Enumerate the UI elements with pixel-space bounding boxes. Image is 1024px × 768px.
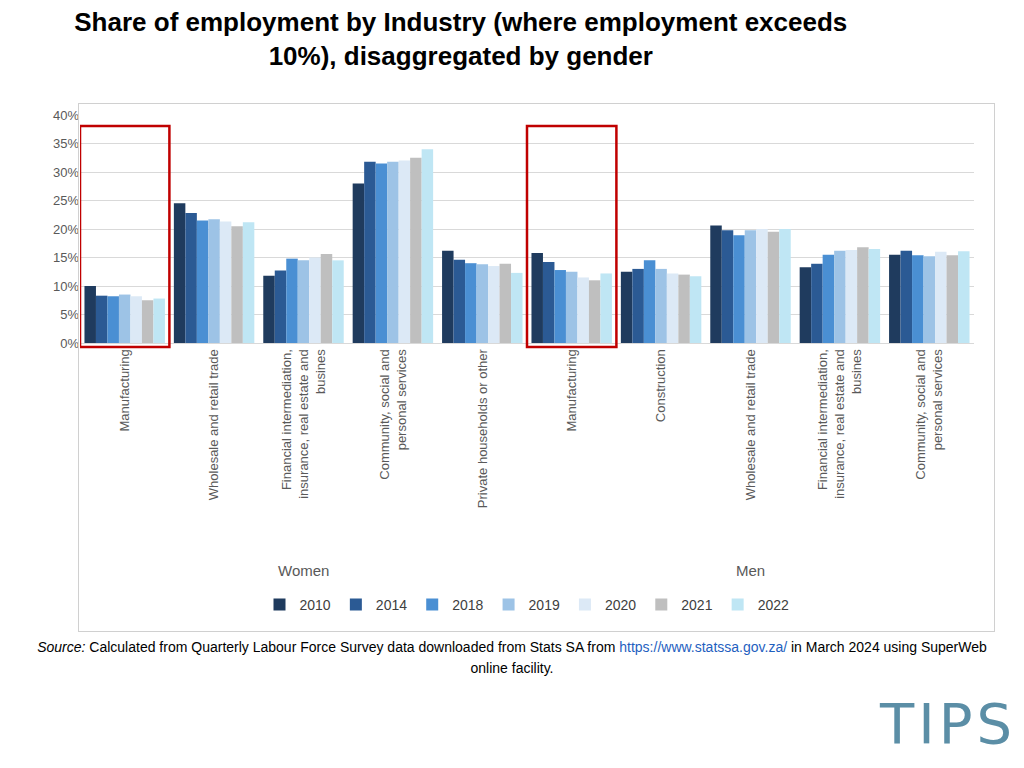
svg-text:2014: 2014 bbox=[376, 597, 407, 613]
svg-text:15%: 15% bbox=[53, 250, 79, 265]
svg-text:Men: Men bbox=[736, 562, 765, 579]
svg-text:Manufacturing: Manufacturing bbox=[117, 349, 132, 431]
svg-text:Financial intermediation,insur: Financial intermediation,insurance, real… bbox=[815, 349, 864, 499]
svg-text:2022: 2022 bbox=[758, 597, 789, 613]
svg-text:35%: 35% bbox=[53, 136, 79, 151]
svg-text:Wholesale and retail trade: Wholesale and retail trade bbox=[206, 349, 221, 500]
svg-text:30%: 30% bbox=[53, 165, 79, 180]
svg-text:Private households or other: Private households or other bbox=[475, 349, 490, 509]
svg-text:Community, social andpersonal: Community, social andpersonal services bbox=[377, 349, 409, 480]
svg-text:2020: 2020 bbox=[605, 597, 636, 613]
svg-text:Manufacturing: Manufacturing bbox=[564, 349, 579, 431]
html-text:Source: Calculated from Quarte: Source: Calculated from Quarterly Labour… bbox=[37, 639, 987, 676]
svg-text:Financial intermediation,insur: Financial intermediation,insurance, real… bbox=[279, 349, 328, 499]
svg-text:25%: 25% bbox=[53, 193, 79, 208]
svg-text:Construction: Construction bbox=[653, 349, 668, 422]
svg-text:5%: 5% bbox=[60, 307, 79, 322]
svg-text:Women: Women bbox=[278, 562, 329, 579]
svg-text:20%: 20% bbox=[53, 222, 79, 237]
svg-text:Wholesale and retail trade: Wholesale and retail trade bbox=[743, 349, 758, 500]
svg-text:0%: 0% bbox=[60, 336, 79, 351]
svg-text:10%: 10% bbox=[53, 279, 79, 294]
svg-text:40%: 40% bbox=[53, 108, 79, 123]
svg-text:2010: 2010 bbox=[300, 597, 331, 613]
svg-text:Community, social andpersonal: Community, social andpersonal services bbox=[913, 349, 945, 480]
svg-text:Share of employment by Industr: Share of employment by Industry (where e… bbox=[74, 7, 847, 71]
svg-text:2019: 2019 bbox=[529, 597, 560, 613]
svg-text:2021: 2021 bbox=[681, 597, 712, 613]
svg-text:2018: 2018 bbox=[452, 597, 483, 613]
html-text:TIPS: TIPS bbox=[880, 691, 1016, 756]
